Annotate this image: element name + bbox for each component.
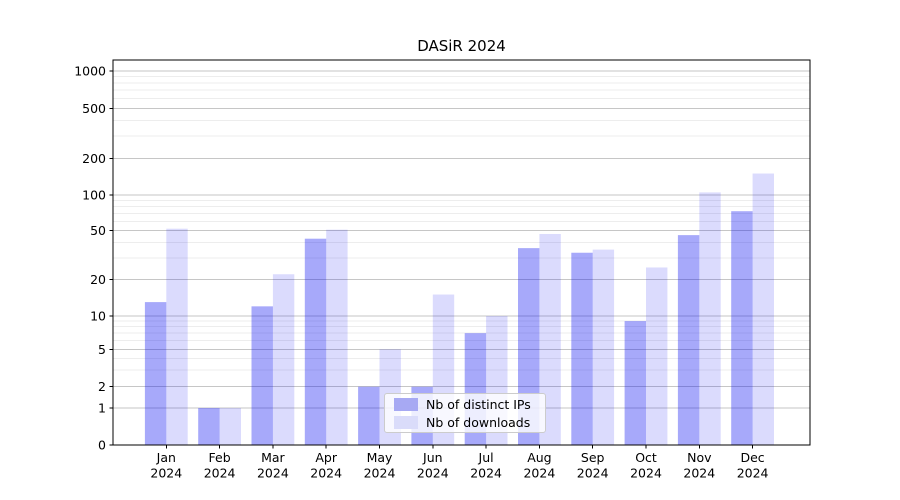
bar-downloads-10 [646, 267, 668, 445]
xtick-label: Oct 2024 [630, 450, 662, 481]
legend-label-downloads: Nb of downloads [426, 414, 531, 430]
xtick-label: Sep 2024 [577, 450, 609, 481]
bar-downloads-2 [219, 408, 241, 445]
ytick-label: 1000 [74, 64, 106, 79]
bar-downloads-11 [699, 192, 721, 445]
xtick-label: May 2024 [364, 450, 396, 481]
xtick-label: Jun 2024 [417, 450, 449, 481]
xtick-label: Jul 2024 [470, 450, 502, 481]
ytick-label: 20 [90, 272, 106, 287]
bar-downloads-4 [326, 229, 348, 445]
bar-ips-11 [677, 235, 700, 445]
legend-label-distinct-ips: Nb of distinct IPs [426, 396, 531, 412]
ytick-label: 0 [98, 438, 106, 453]
legend-item-downloads: Nb of downloads [394, 415, 545, 430]
bar-ips-1 [144, 302, 167, 445]
ytick-label: 5 [98, 342, 106, 357]
xtick-label: Apr 2024 [310, 450, 342, 481]
bar-ips-9 [571, 252, 593, 445]
xtick-label: Dec 2024 [737, 450, 769, 481]
ytick-label: 1 [98, 401, 106, 416]
bar-downloads-3 [272, 274, 295, 445]
ytick-label: 200 [82, 151, 106, 166]
xtick-label: Aug 2024 [523, 450, 555, 481]
bar-ips-10 [624, 321, 646, 445]
bar-ips-3 [251, 306, 273, 445]
xtick-label: Mar 2024 [257, 450, 289, 481]
legend: Nb of distinct IPs Nb of downloads [384, 393, 546, 433]
bar-ips-5 [358, 386, 380, 445]
ytick-label: 50 [90, 223, 106, 238]
bar-downloads-9 [592, 249, 615, 445]
bar-ips-4 [304, 238, 327, 445]
xtick-label: Jan 2024 [150, 450, 182, 481]
bar-ips-12 [731, 211, 753, 445]
axes-spines [112, 59, 811, 446]
xtick-label: Feb 2024 [204, 450, 236, 481]
ytick-label: 500 [82, 101, 106, 116]
ytick-label: 2 [98, 379, 106, 394]
ytick-label: 10 [90, 309, 106, 324]
legend-swatch-downloads [394, 415, 418, 429]
legend-swatch-distinct-ips [394, 397, 418, 411]
bar-downloads-8 [539, 233, 561, 445]
bar-downloads-12 [752, 173, 774, 446]
chart-title: DASiR 2024 [417, 37, 506, 55]
bar-downloads-1 [166, 228, 188, 445]
legend-item-distinct-ips: Nb of distinct IPs [394, 397, 545, 412]
ytick-label: 100 [82, 188, 106, 203]
bar-ips-2 [198, 408, 220, 445]
xtick-label: Nov 2024 [683, 450, 715, 481]
